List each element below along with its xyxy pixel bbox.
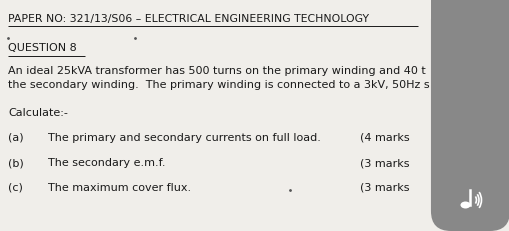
Text: (b): (b) xyxy=(8,158,24,168)
Circle shape xyxy=(451,182,488,218)
Text: (3 marks: (3 marks xyxy=(359,183,409,193)
Text: the secondary winding.  The primary winding is connected to a 3kV, 50Hz s: the secondary winding. The primary windi… xyxy=(8,80,429,90)
Text: (4 marks: (4 marks xyxy=(359,133,409,143)
Text: PAPER NO: 321/13/S06 – ELECTRICAL ENGINEERING TECHNOLOGY: PAPER NO: 321/13/S06 – ELECTRICAL ENGINE… xyxy=(8,14,369,24)
Text: (3 marks: (3 marks xyxy=(359,158,409,168)
Text: Calculate:-: Calculate:- xyxy=(8,108,68,118)
Text: (c): (c) xyxy=(8,183,23,193)
Text: QUESTION 8: QUESTION 8 xyxy=(8,43,76,53)
Text: The primary and secondary currents on full load.: The primary and secondary currents on fu… xyxy=(48,133,320,143)
Bar xyxy=(430,0,509,30)
Text: The maximum cover flux.: The maximum cover flux. xyxy=(48,183,191,193)
Text: (a): (a) xyxy=(8,133,23,143)
Ellipse shape xyxy=(460,201,470,209)
Text: An ideal 25kVA transformer has 500 turns on the primary winding and 40 t: An ideal 25kVA transformer has 500 turns… xyxy=(8,66,425,76)
Text: The secondary e.m.f.: The secondary e.m.f. xyxy=(48,158,165,168)
FancyBboxPatch shape xyxy=(430,0,509,231)
